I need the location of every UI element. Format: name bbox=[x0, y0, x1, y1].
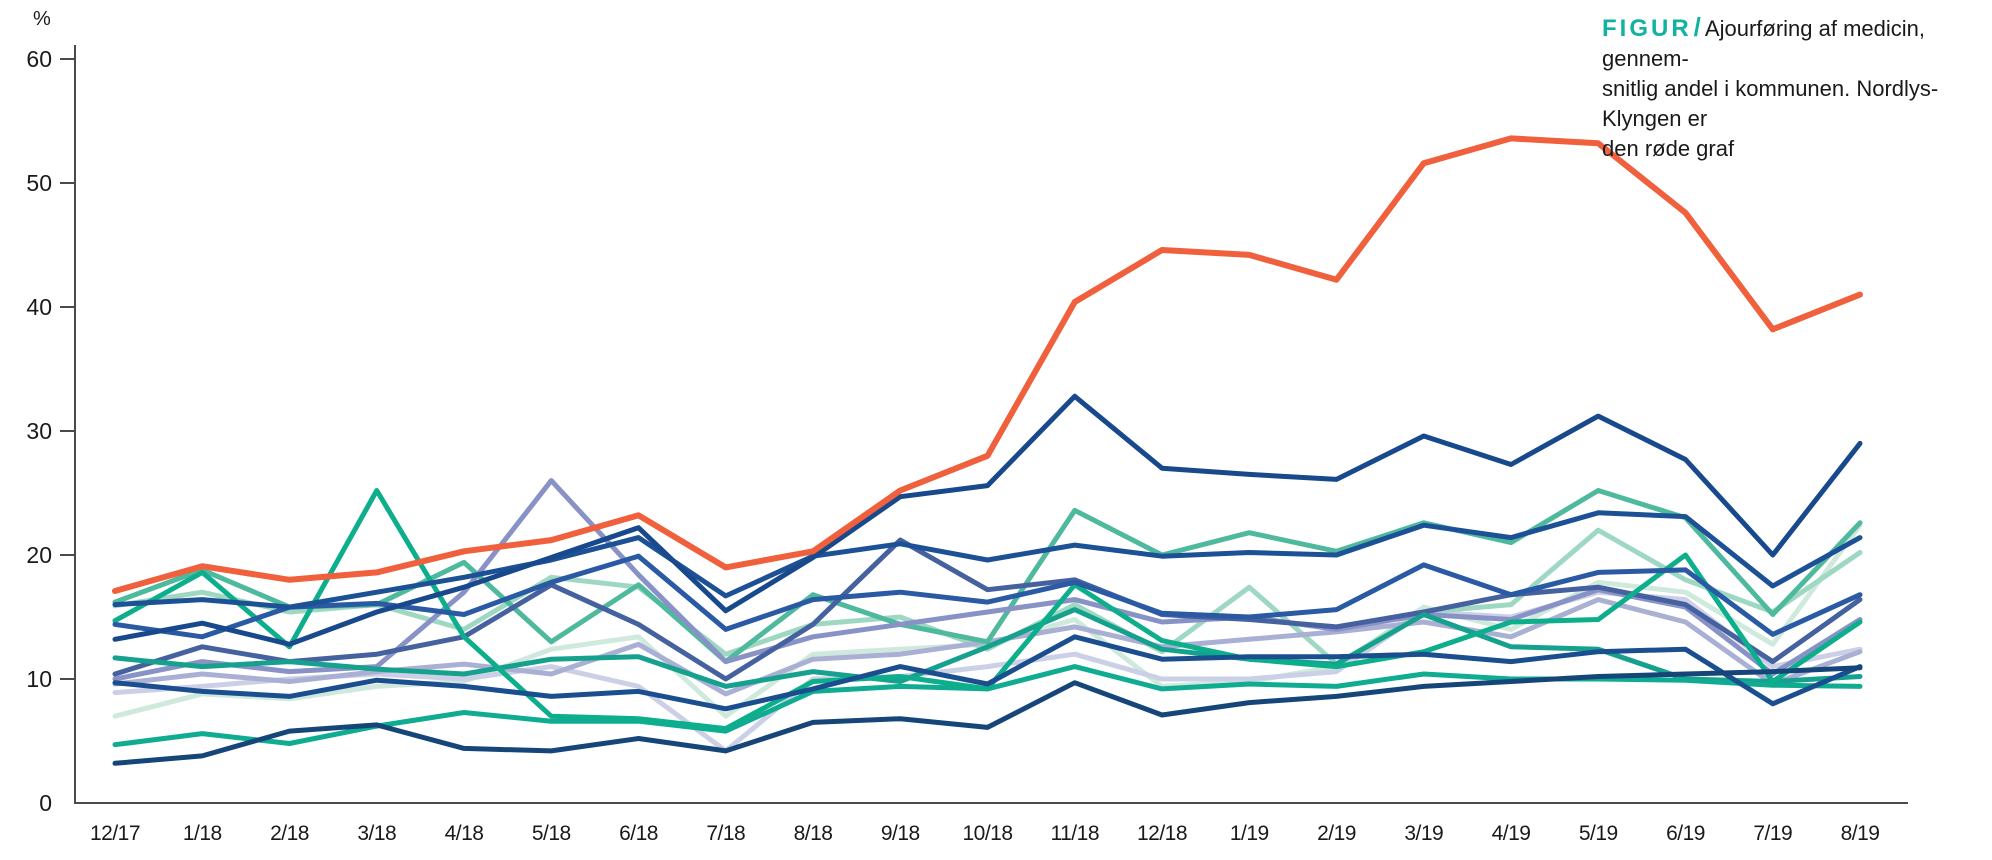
y-tick-label: 60 bbox=[26, 46, 52, 72]
figure-caption: FIGUR/Ajourføring af medicin, gennem- sn… bbox=[1602, 12, 1972, 164]
y-tick-label: 30 bbox=[26, 418, 52, 444]
figure-slash: / bbox=[1693, 12, 1701, 42]
x-tick-label: 8/18 bbox=[794, 822, 833, 845]
x-tick-label: 6/19 bbox=[1666, 822, 1705, 845]
x-tick-label: 2/18 bbox=[270, 822, 309, 845]
series-line-Nordlys-Klyngen bbox=[112, 135, 1863, 594]
x-tick-label: 4/19 bbox=[1492, 822, 1531, 845]
series-line-kommune-navy2 bbox=[112, 510, 1863, 610]
y-tick-label: 50 bbox=[26, 170, 52, 196]
x-tick-label: 5/18 bbox=[532, 822, 571, 845]
caption-text-line2: snitlig andel i kommunen. Nordlys-Klynge… bbox=[1602, 76, 1939, 131]
y-tick-label: 0 bbox=[39, 790, 52, 816]
caption-text-line3: den røde graf bbox=[1602, 136, 1735, 161]
x-tick-label: 1/19 bbox=[1230, 822, 1269, 845]
x-tick-label: 1/18 bbox=[183, 822, 222, 845]
series-line-kommune-periwinkle bbox=[112, 478, 1863, 682]
x-tick-label: 3/19 bbox=[1404, 822, 1443, 845]
series-line-kommune-blue bbox=[112, 553, 1863, 640]
x-tick-label: 12/18 bbox=[1137, 822, 1187, 845]
caption-text-line1: Ajourføring af medicin, gennem- bbox=[1602, 16, 1925, 71]
series-line-kommune-teal bbox=[112, 607, 1863, 689]
x-tick-label: 7/18 bbox=[706, 822, 745, 845]
x-tick-label: 8/19 bbox=[1841, 822, 1880, 845]
series-line-kommune-seagreen bbox=[112, 488, 1863, 665]
x-tick-label: 11/18 bbox=[1051, 822, 1100, 845]
x-tick-label: 9/18 bbox=[881, 822, 920, 845]
x-tick-label: 2/19 bbox=[1317, 822, 1356, 845]
series-line-kommune-navy-bottom bbox=[112, 665, 1863, 766]
x-tick-label: 3/18 bbox=[357, 822, 396, 845]
x-tick-label: 4/18 bbox=[445, 822, 484, 845]
x-tick-label: 6/18 bbox=[619, 822, 658, 845]
series-line-kommune-navy-low bbox=[112, 634, 1863, 712]
y-axis-unit-label: % bbox=[33, 8, 51, 30]
axes bbox=[74, 45, 1908, 804]
x-tick-label: 5/19 bbox=[1579, 822, 1618, 845]
figure-label: FIGUR bbox=[1602, 15, 1692, 42]
series-line-kommune-navy1 bbox=[112, 393, 1863, 647]
x-tick-label: 7/19 bbox=[1753, 822, 1792, 845]
y-tick-label: 20 bbox=[26, 542, 52, 568]
x-tick-label: 12/17 bbox=[90, 822, 140, 845]
series-line-kommune-emerald bbox=[112, 488, 1863, 732]
y-tick-label: 10 bbox=[26, 666, 52, 692]
series-line-kommune-blueslate bbox=[112, 537, 1863, 682]
y-tick-label: 40 bbox=[26, 294, 52, 320]
x-tick-label: 10/18 bbox=[962, 822, 1012, 845]
